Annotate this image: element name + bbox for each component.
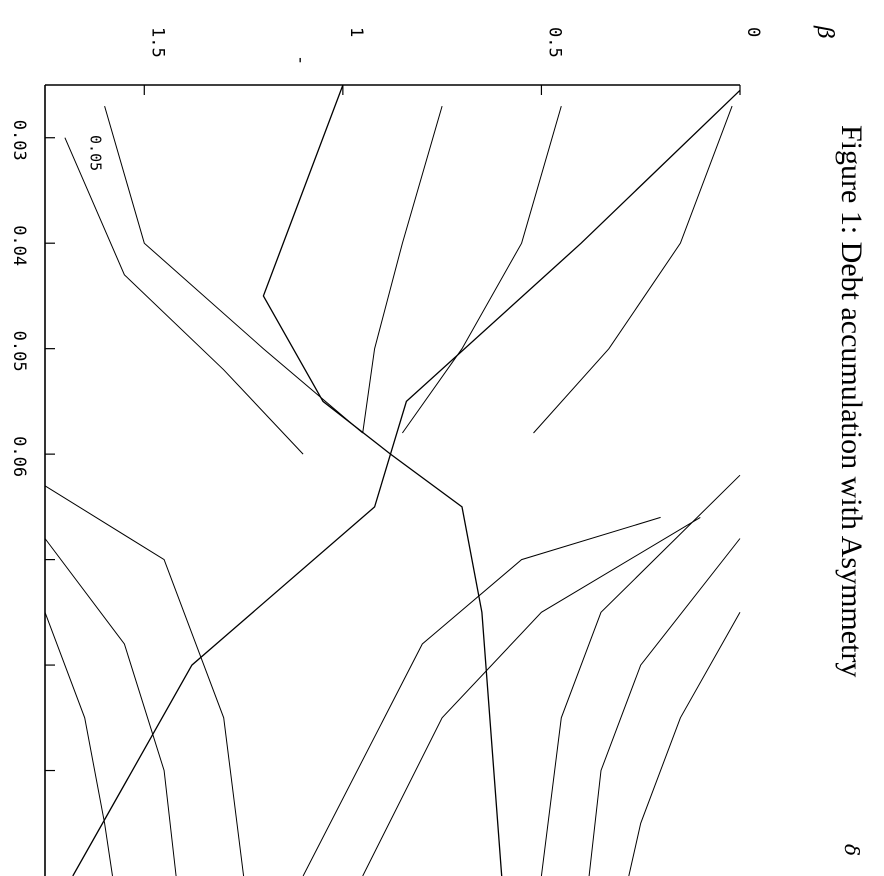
separatrix-group [72, 84, 741, 876]
trajectory-line-10 [44, 538, 177, 876]
delta-tick-label-2: 0.05 [9, 331, 29, 372]
beta-tick-label-3: 1.5 [147, 27, 167, 58]
trajectory-line-12 [302, 516, 661, 876]
trajectory-line-8 [628, 612, 741, 876]
delta-tick-label-0: 0.03 [9, 120, 29, 161]
trajectory-line-1 [533, 105, 733, 434]
trajectory-line-13 [362, 516, 701, 876]
separatrix-line-1 [72, 89, 741, 876]
stray-tick-label: 0.05 [87, 135, 105, 171]
trajectory-line-6 [540, 474, 741, 876]
delta-axis-symbol: δ [840, 843, 865, 857]
separatrix-line-2 [262, 84, 503, 876]
trajectory-line-7 [588, 538, 741, 876]
axes-group: 0.03 0.04 0.05 0.06 0 0.5 1 1.5 - 0.05 [9, 27, 763, 876]
beta-tick-label-0: 0 [743, 27, 763, 37]
figure-caption: Figure 1: Debt accumulation with Asymmet… [835, 125, 868, 678]
trajectory-line-2 [401, 105, 562, 434]
trajectory-group [44, 105, 741, 876]
trajectory-line-4 [104, 105, 364, 434]
trajectory-line-3 [362, 105, 443, 434]
beta-axis-symbol: β [811, 26, 837, 39]
trajectory-line-5 [64, 137, 304, 455]
extra-beta-tick-label: - [290, 55, 310, 65]
beta-tick-label-1: 0.5 [544, 27, 564, 58]
beta-tick-label-2: 1 [346, 27, 366, 37]
delta-tick-label-1: 0.04 [9, 225, 29, 266]
delta-tick-label-3: 0.06 [9, 436, 29, 477]
trajectory-line-9 [44, 485, 245, 876]
trajectory-line-11 [44, 612, 113, 876]
